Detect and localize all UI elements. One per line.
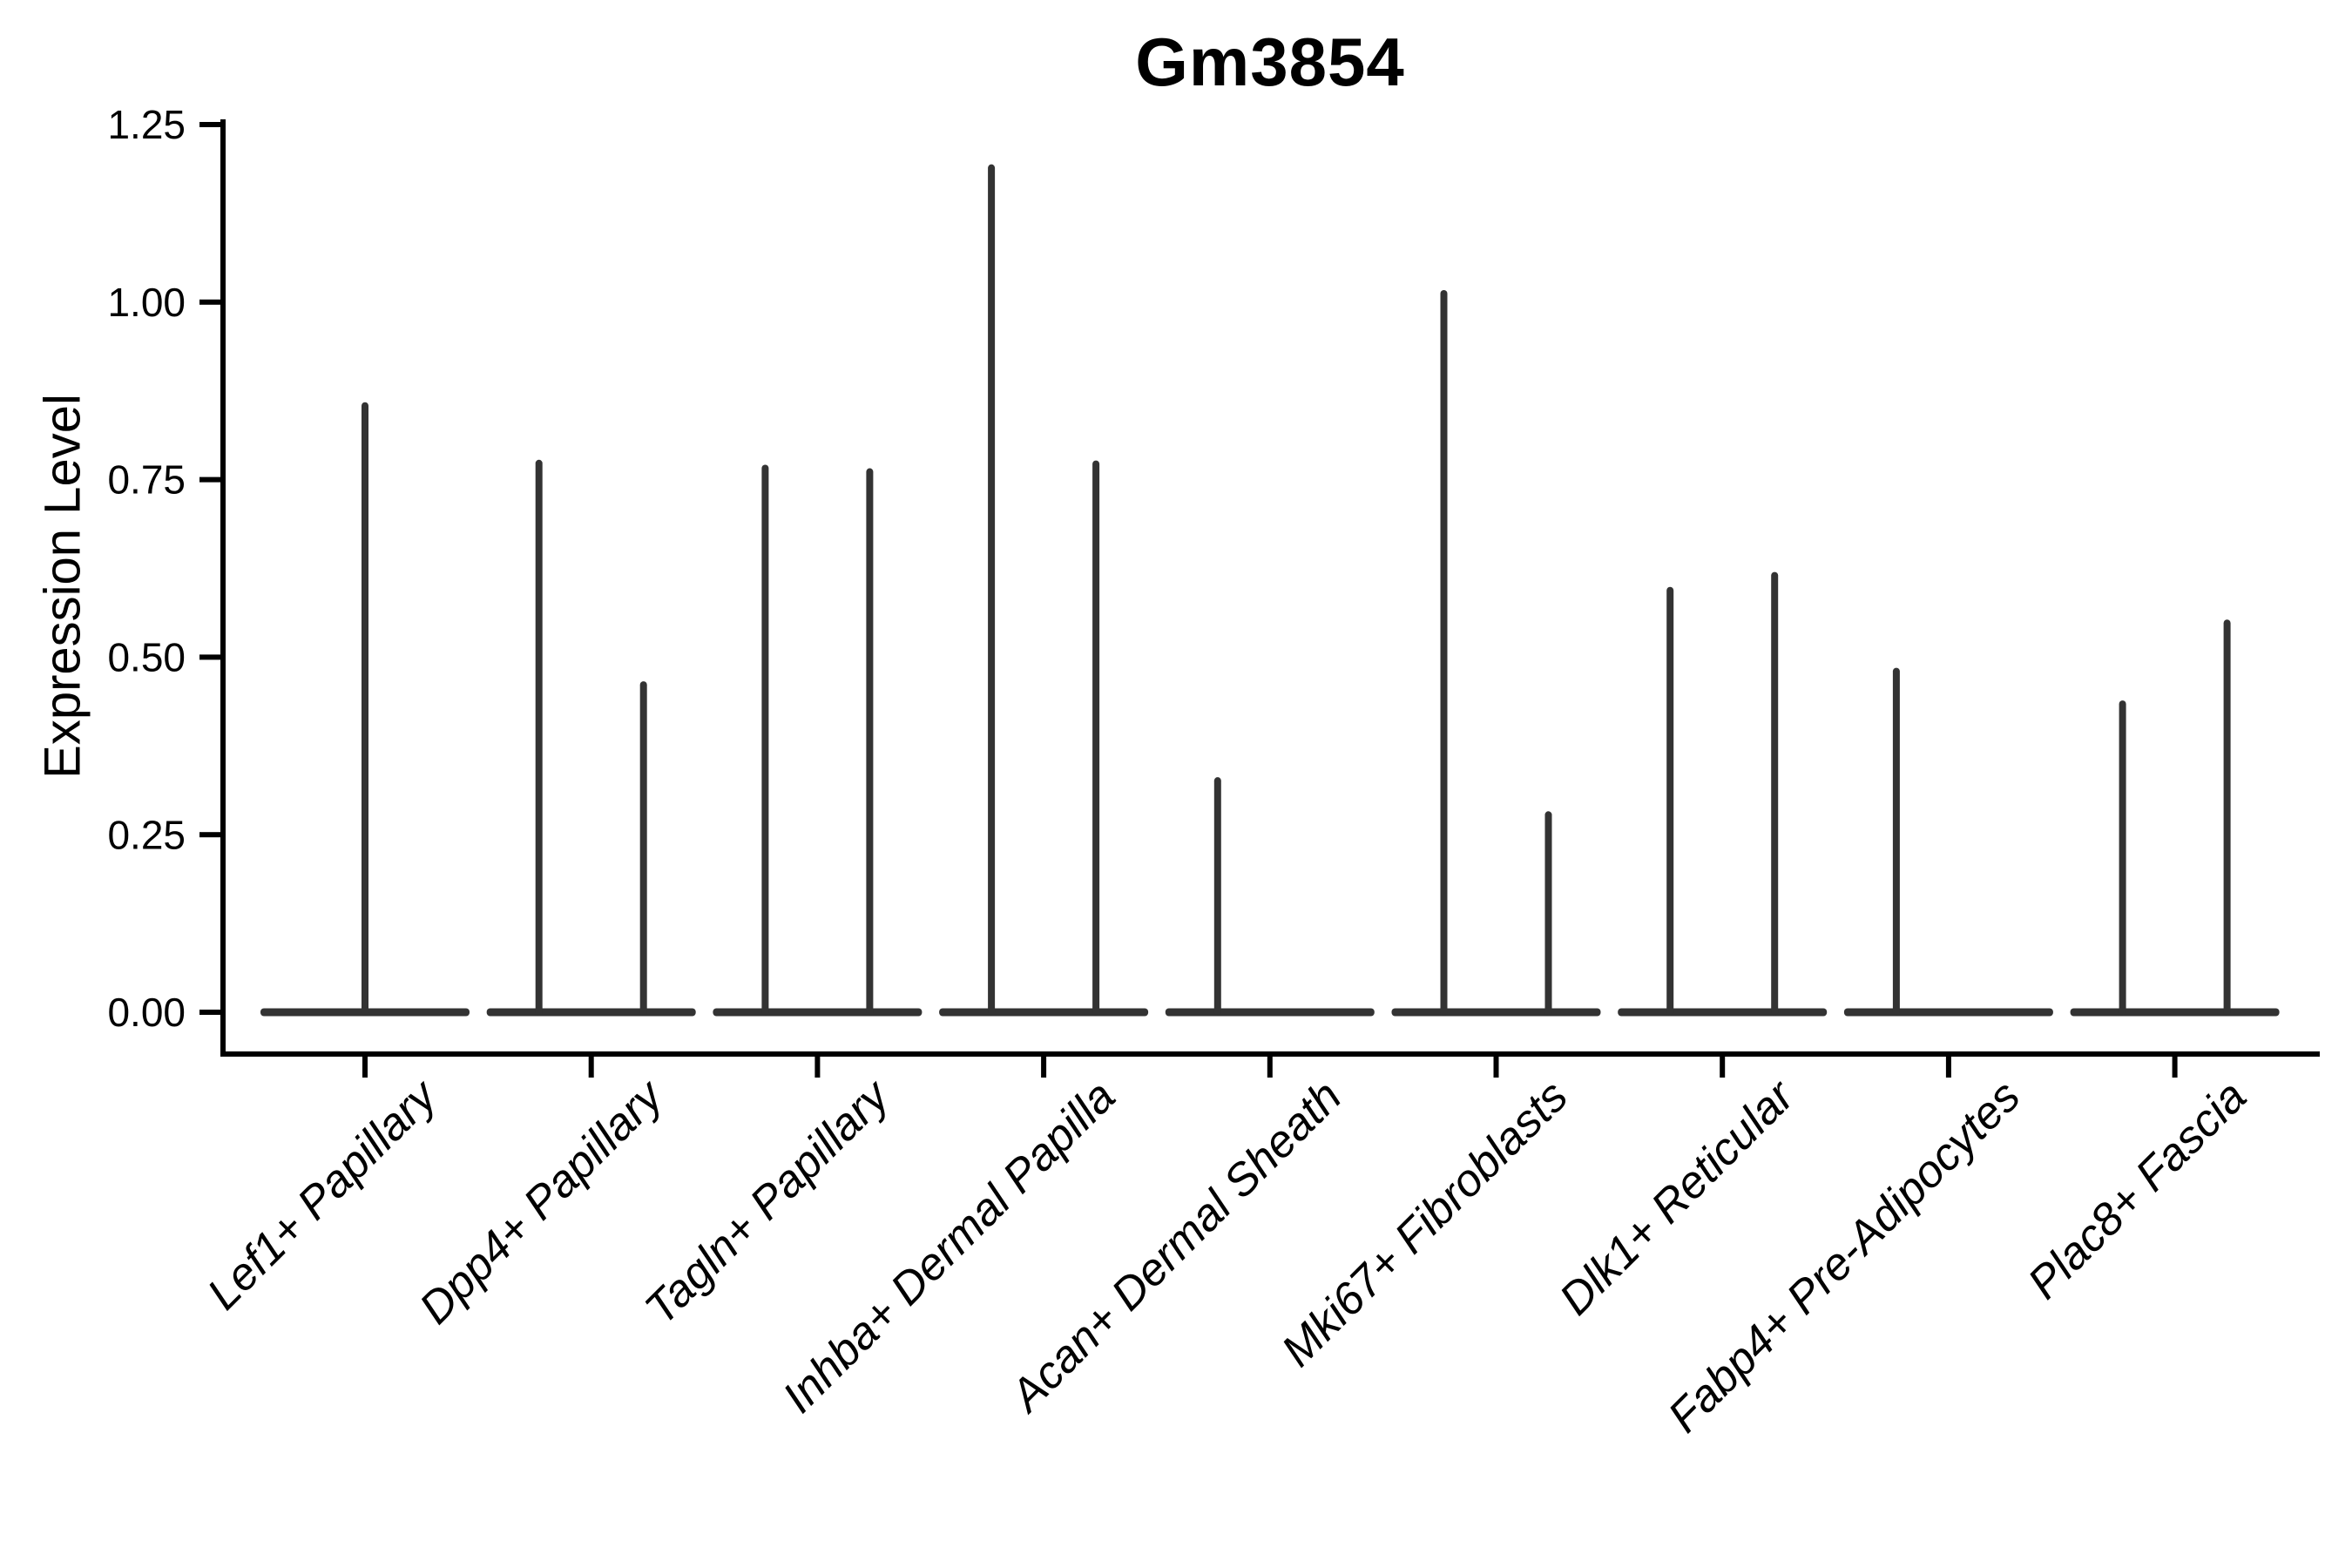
- y-axis-label: Expression Level: [34, 394, 91, 779]
- y-tick: [199, 832, 220, 838]
- y-tick: [199, 1010, 220, 1015]
- y-tick: [199, 122, 220, 127]
- x-tick-label: Plac8+ Fascia: [2018, 1071, 2256, 1308]
- y-tick: [199, 476, 220, 483]
- y-tick-label: 0.50: [107, 635, 186, 680]
- x-tick: [362, 1057, 368, 1078]
- x-tick-label: Tagln+ Papillary: [636, 1069, 901, 1334]
- x-tick: [588, 1057, 594, 1078]
- x-tick: [1720, 1057, 1726, 1078]
- violin-base: [2070, 1008, 2280, 1017]
- y-tick-label: 0.25: [107, 812, 186, 857]
- y-tick-label: 1.00: [107, 280, 186, 325]
- y-tick-label: 1.25: [107, 102, 186, 147]
- violin-base: [713, 1008, 923, 1017]
- violin-base: [1618, 1008, 1828, 1017]
- x-tick: [1041, 1057, 1047, 1078]
- violin-base: [1165, 1008, 1375, 1017]
- violin-base: [1391, 1008, 1601, 1017]
- chart-title: Gm3854: [1135, 24, 1405, 100]
- violin-base: [939, 1008, 1149, 1017]
- x-tick: [1945, 1057, 1951, 1078]
- x-tick: [814, 1057, 821, 1078]
- x-tick: [2172, 1057, 2178, 1078]
- y-axis-spine: [220, 119, 226, 1057]
- y-tick-label: 0.00: [107, 990, 186, 1035]
- violin-base: [486, 1008, 696, 1017]
- x-tick-label: Dlk1+ Reticular: [1550, 1070, 1805, 1325]
- x-tick-label: Lef1+ Papillary: [198, 1069, 448, 1319]
- x-tick: [1493, 1057, 1499, 1078]
- x-axis-spine: [220, 1051, 2320, 1057]
- y-tick: [199, 299, 220, 305]
- x-tick-label: Dpp4+ Papillary: [410, 1069, 675, 1334]
- y-tick: [199, 654, 220, 660]
- y-tick-label: 0.75: [107, 457, 186, 503]
- violin-base: [1843, 1008, 2053, 1017]
- x-tick: [1267, 1057, 1273, 1078]
